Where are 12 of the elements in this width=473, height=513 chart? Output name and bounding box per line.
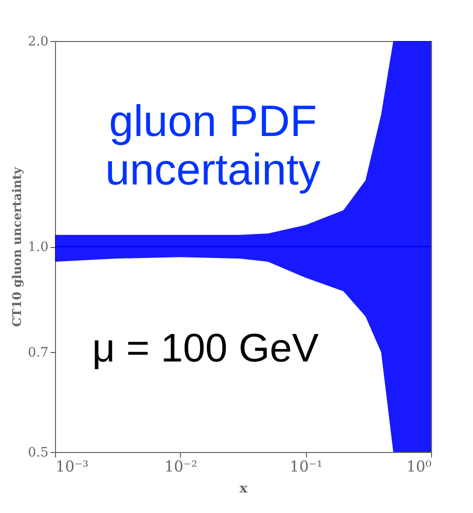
x-tick-label: 10⁻¹: [290, 458, 323, 476]
x-axis-title: x: [240, 482, 248, 496]
y-tick-label: 0.5: [28, 446, 48, 460]
y-tick-label: 1.0: [28, 240, 48, 255]
y-tick-label: 0.7: [28, 346, 48, 361]
y-tick-label: 2.0: [28, 34, 48, 50]
y-axis-title: CT10 gluon uncertainty: [10, 166, 24, 327]
annotation: gluon PDF uncertainty: [105, 97, 321, 195]
annotation: μ = 100 GeV: [92, 326, 319, 370]
x-tick-label: 10⁰: [406, 458, 432, 476]
x-tick-label: 10⁻³: [56, 458, 89, 476]
x-tick-label: 10⁻²: [164, 458, 198, 476]
